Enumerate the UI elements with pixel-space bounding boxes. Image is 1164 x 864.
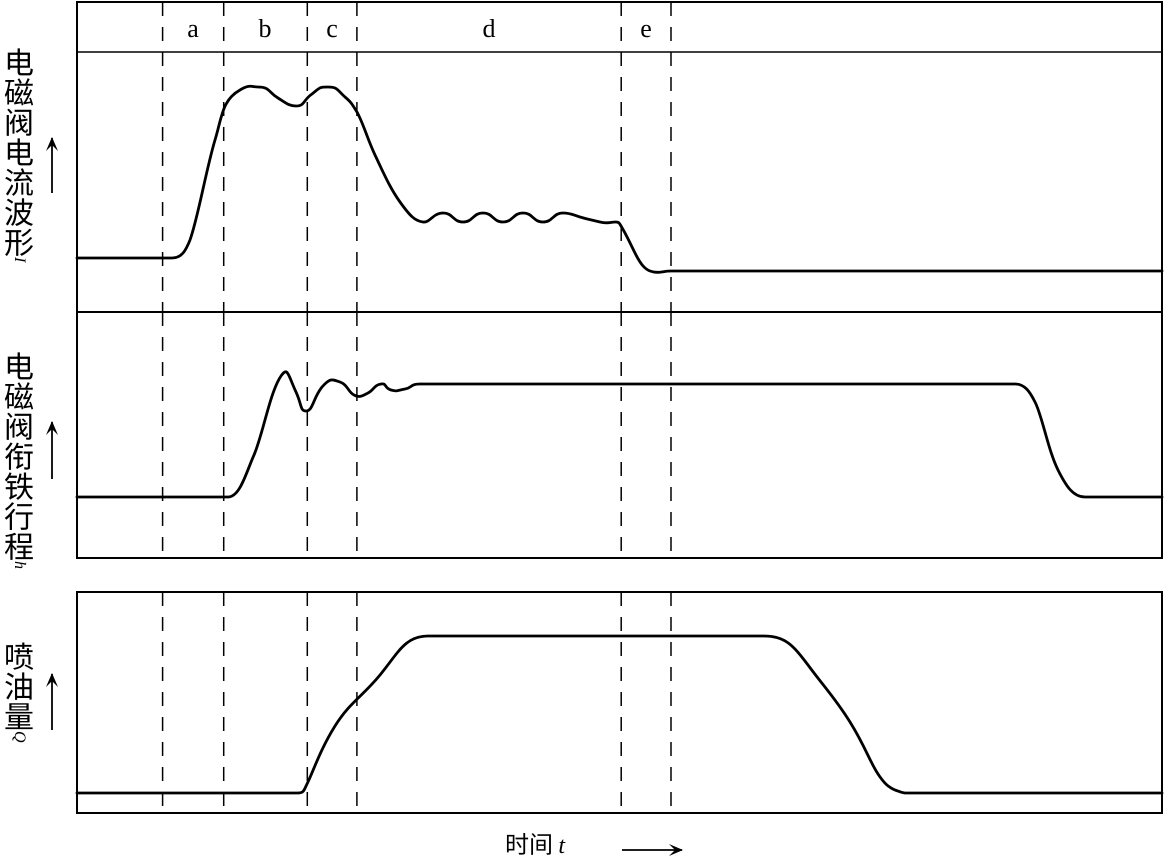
svg-text:d: d: [483, 14, 496, 43]
svg-text:e: e: [640, 14, 652, 43]
svg-text:a: a: [187, 14, 199, 43]
svg-text:c: c: [326, 14, 338, 43]
svg-text:b: b: [259, 14, 272, 43]
